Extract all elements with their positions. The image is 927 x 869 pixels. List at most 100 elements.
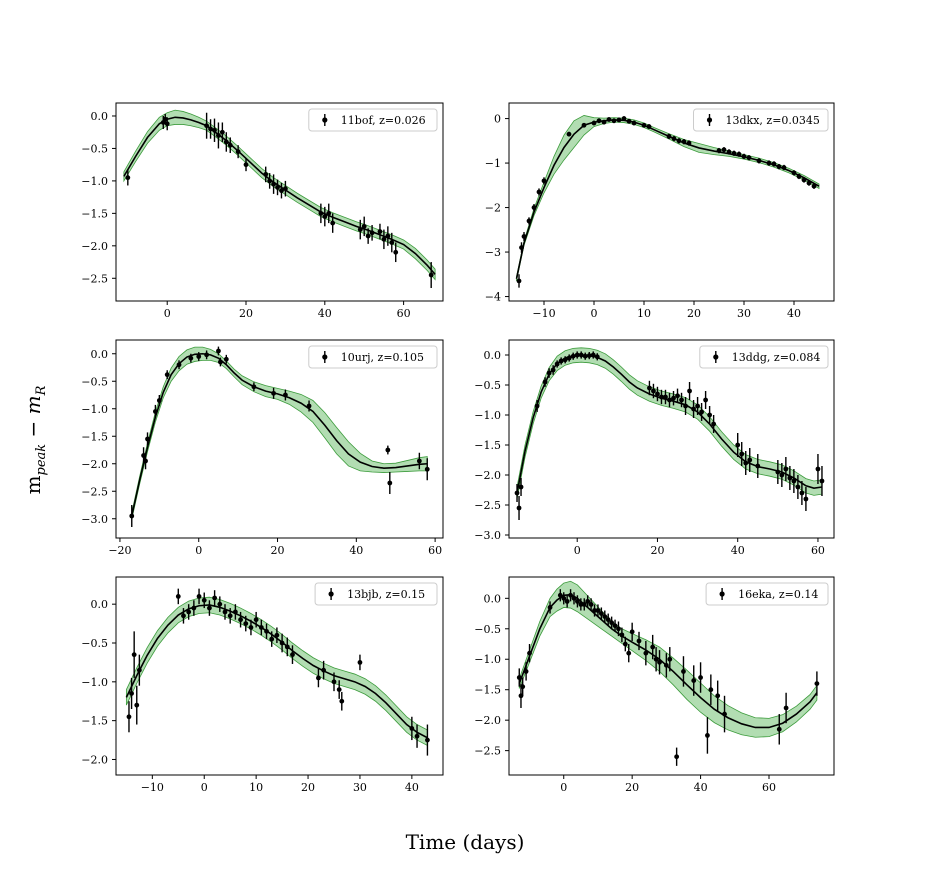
data-point	[611, 118, 617, 124]
y-tick-label: 0.0	[484, 349, 502, 362]
data-point	[365, 233, 371, 239]
data-point	[663, 394, 668, 400]
data-point	[651, 388, 656, 394]
data-point	[667, 397, 672, 403]
x-tick-label: 60	[397, 307, 411, 320]
data-point	[275, 184, 280, 190]
data-point	[581, 122, 587, 128]
y-tick-label: −1.0	[474, 409, 501, 422]
panel-6: 0 20 40 60 0.0 −0.5 −1.0 −1.5 −2.0 −2.5 16eka, z=0…	[474, 576, 835, 794]
data-point	[736, 151, 742, 157]
y-tick-label: −2	[485, 202, 501, 215]
data-point	[227, 613, 233, 619]
data-point	[550, 367, 556, 373]
y-tick-label: −1.0	[81, 676, 108, 689]
data-point	[546, 370, 552, 376]
data-point	[578, 352, 584, 358]
data-point	[526, 218, 532, 224]
data-point	[594, 354, 600, 360]
model-band	[125, 596, 428, 747]
x-tick-label: 60	[762, 781, 776, 794]
x-axis-label: Time (days)	[405, 830, 525, 854]
y-tick-label: −2.5	[474, 745, 501, 758]
data-point	[564, 598, 570, 604]
data-point	[815, 466, 821, 472]
data-point	[663, 662, 669, 668]
legend-box	[705, 582, 829, 606]
data-point	[521, 234, 527, 239]
data-point	[562, 357, 568, 363]
data-point	[326, 210, 332, 216]
data-point	[650, 644, 656, 650]
data-point	[263, 172, 269, 177]
data-point	[251, 384, 257, 390]
data-point	[609, 620, 615, 626]
data-point	[232, 609, 238, 615]
x-tick-label: 20	[239, 307, 253, 320]
data-point	[691, 406, 696, 412]
y-label-sub-peak: peak	[34, 444, 49, 476]
data-point	[143, 458, 148, 464]
x-tick-label: 40	[318, 307, 332, 320]
data-point	[264, 628, 269, 634]
data-point	[814, 681, 820, 687]
data-point	[223, 139, 229, 145]
x-tick-label: 0	[164, 307, 171, 320]
data-point	[164, 121, 170, 127]
data-point	[385, 233, 391, 239]
x-tick-label: −20	[108, 544, 131, 557]
data-point	[271, 390, 276, 396]
data-point	[196, 354, 202, 359]
data-point	[791, 170, 797, 176]
legend-label: 16eka, z=0.14	[738, 588, 818, 601]
plot-frame	[508, 102, 835, 302]
x-tick-label: 0	[195, 544, 202, 557]
data-point	[695, 403, 700, 409]
data-point	[585, 598, 591, 604]
data-point	[711, 421, 717, 427]
data-point	[216, 133, 221, 138]
data-point	[787, 475, 793, 481]
legend-label: 10urj, z=0.105	[341, 351, 424, 364]
data-point	[547, 605, 553, 610]
y-label-main: m	[21, 475, 45, 494]
data-point	[781, 165, 787, 170]
data-point	[267, 178, 273, 184]
y-tick-label: −1.5	[474, 439, 501, 452]
data-point	[188, 355, 194, 361]
legend-marker	[322, 354, 328, 360]
data-point	[622, 641, 628, 647]
x-tick-label: 20	[625, 781, 639, 794]
data-point	[570, 353, 576, 359]
data-point	[647, 385, 652, 391]
data-point	[659, 394, 664, 400]
y-tick-label: −2.5	[474, 499, 501, 512]
data-point	[699, 409, 704, 415]
data-point	[676, 138, 682, 144]
data-point	[722, 711, 727, 717]
x-tick-label: −10	[141, 781, 164, 794]
data-point	[357, 660, 363, 665]
data-point	[339, 698, 345, 704]
data-point	[731, 150, 737, 156]
data-point	[621, 116, 627, 121]
data-point	[243, 621, 249, 626]
data-point	[586, 353, 592, 358]
legend-box	[693, 108, 829, 132]
data-point	[631, 120, 637, 126]
data-point	[591, 120, 597, 126]
data-point	[181, 613, 186, 619]
y-tick-label: 0.0	[91, 110, 109, 123]
data-point	[196, 594, 202, 599]
data-point	[557, 592, 563, 598]
data-point	[542, 379, 548, 385]
data-point	[318, 210, 324, 216]
data-point	[141, 453, 146, 458]
data-point	[795, 484, 801, 490]
data-point	[671, 395, 676, 401]
y-tick-label: −2.0	[474, 714, 501, 727]
data-point	[636, 638, 642, 644]
data-point	[606, 117, 612, 122]
svg-text:mpeak − mR: mpeak − mR	[21, 385, 49, 494]
y-tick-label: 0.0	[484, 592, 502, 605]
